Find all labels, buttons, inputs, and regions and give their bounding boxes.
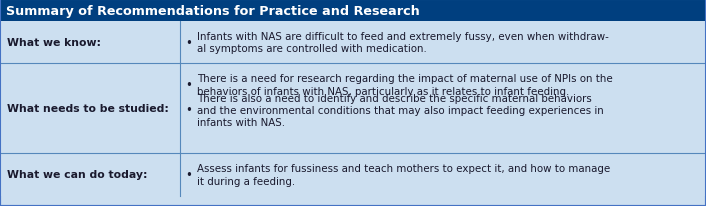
Text: Assess infants for fussiness and teach mothers to expect it, and how to manage
i: Assess infants for fussiness and teach m…	[197, 164, 610, 186]
Text: What we know:: What we know:	[7, 38, 101, 48]
Text: •: •	[185, 36, 192, 49]
Text: •: •	[185, 168, 192, 181]
Bar	[0, 153, 706, 196]
Text: There is a need for research regarding the impact of maternal use of NPIs on the: There is a need for research regarding t…	[197, 74, 613, 96]
Bar	[0, 22, 706, 64]
Text: •: •	[185, 104, 192, 117]
Text: •: •	[185, 79, 192, 92]
Text: There is also a need to identify and describe the specific maternal behaviors
an: There is also a need to identify and des…	[197, 93, 604, 128]
Bar	[0, 64, 706, 153]
Text: Infants with NAS are difficult to feed and extremely fussy, even when withdraw-
: Infants with NAS are difficult to feed a…	[197, 32, 609, 54]
Text: Summary of Recommendations for Practice and Research: Summary of Recommendations for Practice …	[6, 6, 420, 18]
Text: What we can do today:: What we can do today:	[7, 170, 148, 180]
Text: What needs to be studied:: What needs to be studied:	[7, 103, 169, 114]
Bar	[0, 0, 706, 22]
